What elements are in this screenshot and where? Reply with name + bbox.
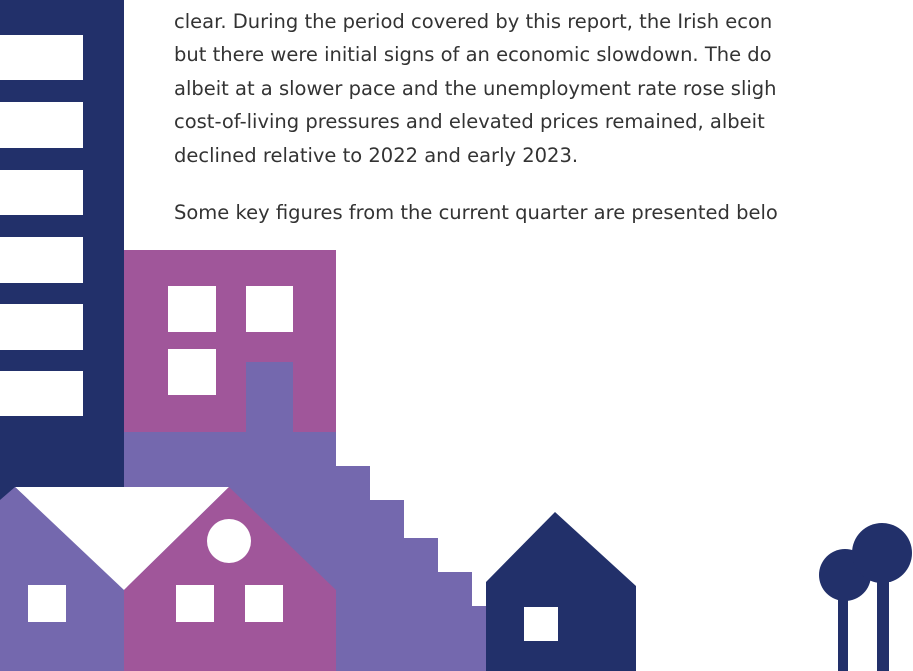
text-line: but there were initial signs of an econo… bbox=[174, 43, 772, 67]
chimney bbox=[246, 362, 293, 437]
text-line: clear. During the period covered by this… bbox=[174, 10, 772, 34]
text-line: Some key figures from the current quarte… bbox=[174, 201, 778, 225]
window bbox=[245, 585, 283, 622]
trees bbox=[819, 523, 912, 671]
window bbox=[524, 607, 558, 641]
window bbox=[176, 585, 214, 622]
text-line: declined relative to 2022 and early 2023… bbox=[174, 144, 578, 168]
purple-building bbox=[124, 250, 336, 440]
page: clear. During the period covered by this… bbox=[0, 0, 913, 671]
round-window bbox=[207, 519, 251, 563]
window bbox=[28, 585, 66, 622]
small-house bbox=[486, 512, 636, 671]
text-line: albeit at a slower pace and the unemploy… bbox=[174, 77, 777, 101]
text-line: cost-of-living pressures and elevated pr… bbox=[174, 110, 765, 134]
